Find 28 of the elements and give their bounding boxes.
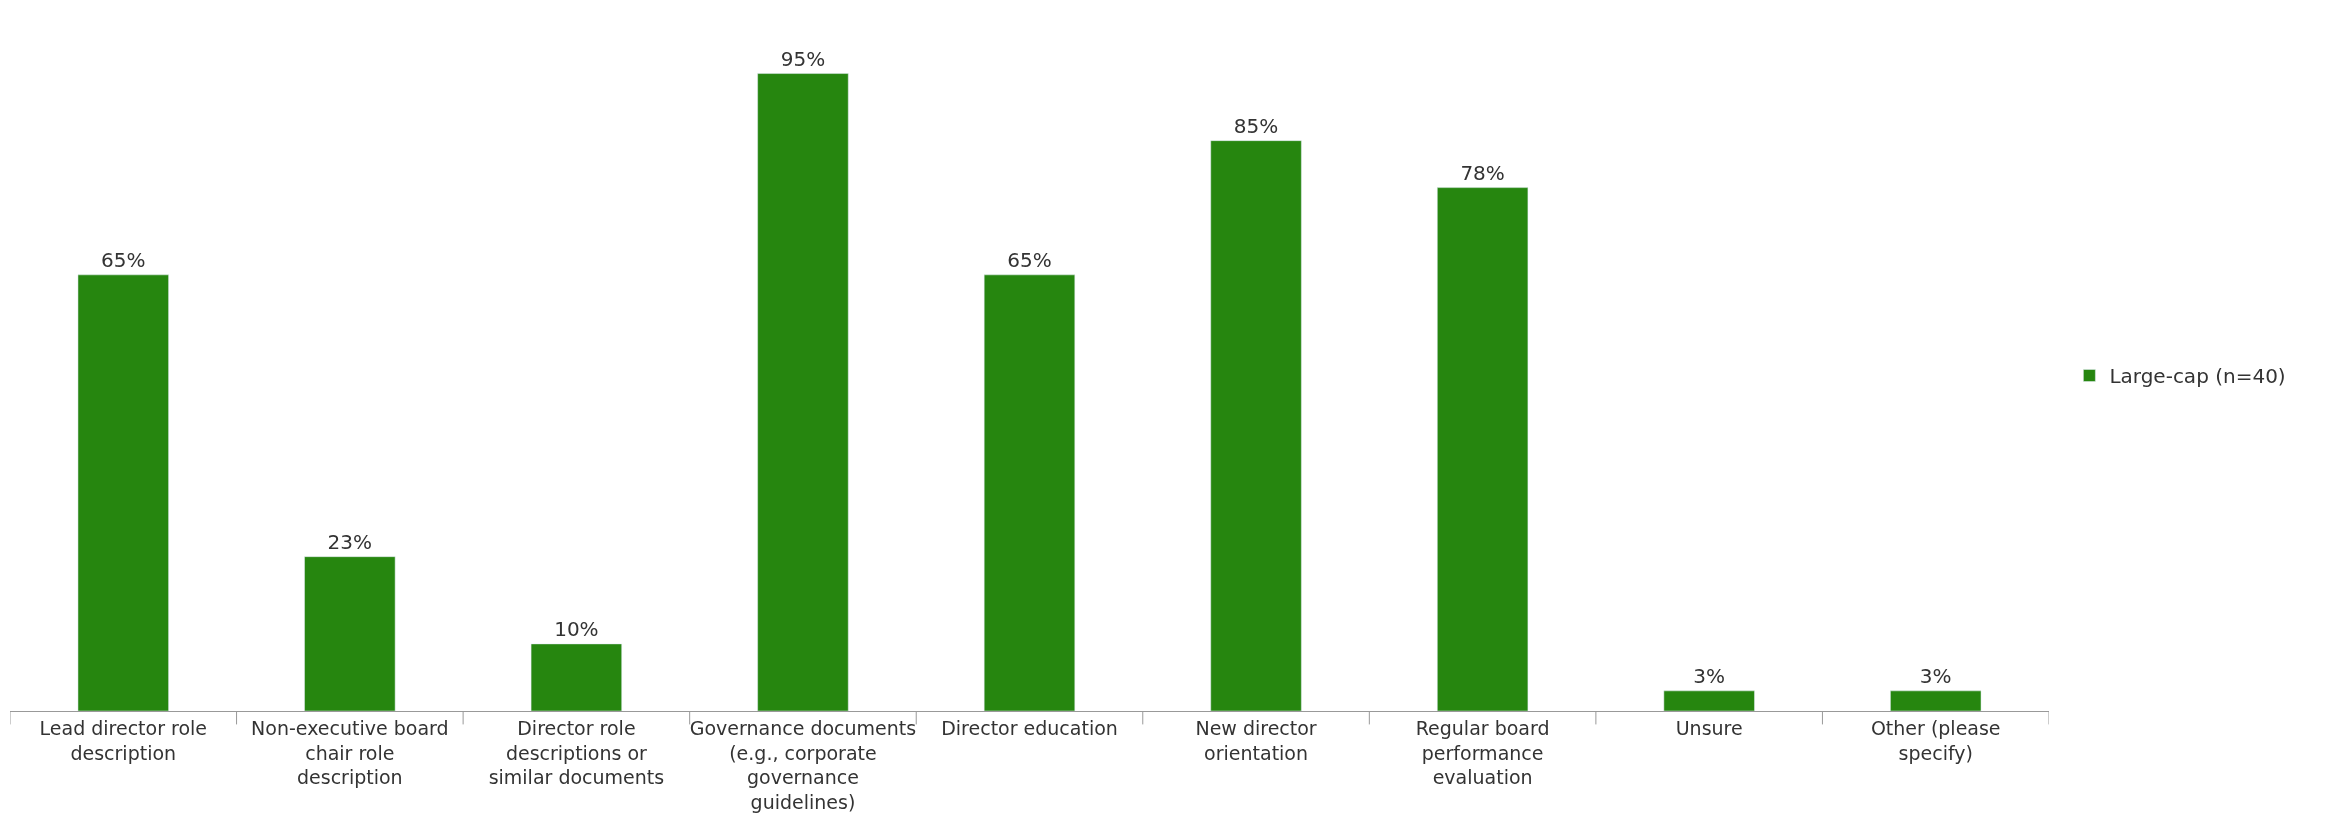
data-label: 85% — [1233, 113, 1279, 138]
data-label: 10% — [554, 616, 599, 641]
bar — [983, 274, 1076, 711]
x-tick-label: Other (please specify) — [1870, 716, 2001, 764]
x-tick-label: Lead director role description — [39, 716, 208, 764]
bar — [1437, 187, 1529, 711]
x-tick-label: Unsure — [1675, 716, 1743, 739]
data-label: 95% — [780, 46, 826, 71]
data-label: 78% — [1460, 160, 1505, 185]
data-label: 3% — [1693, 663, 1726, 688]
x-tick-label: Governance documents (e.g., corporate governance guidelines) — [689, 716, 917, 813]
x-tick-label: Director role descriptions or similar documents — [488, 716, 665, 789]
bar — [77, 274, 169, 711]
x-tick-label: New director orientation — [1195, 716, 1317, 764]
bar — [1663, 690, 1755, 711]
data-label: 3% — [1919, 663, 1952, 688]
data-label: 65% — [101, 247, 146, 272]
bar — [530, 643, 622, 711]
x-tick-label: Director education — [941, 716, 1118, 739]
data-label: 65% — [1007, 247, 1052, 272]
x-tick-label: Non-executive board chair role description — [251, 716, 449, 789]
x-tick-label: Regular board performance evaluation — [1415, 716, 1550, 789]
bar — [1210, 140, 1302, 711]
legend-label: Large-cap (n=40) — [2109, 364, 2286, 389]
bar — [1890, 690, 1982, 711]
data-label: 23% — [327, 529, 373, 554]
bar — [304, 556, 396, 711]
bar — [757, 73, 849, 711]
